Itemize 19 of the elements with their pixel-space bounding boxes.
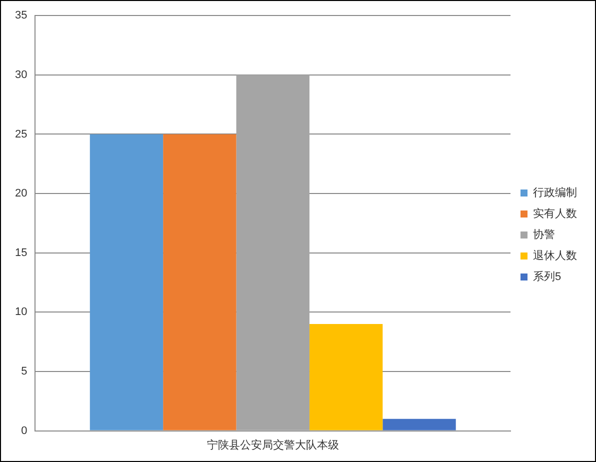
- y-tick-label: 20: [14, 188, 28, 200]
- bar: [236, 74, 310, 430]
- legend-label: 行政编制: [533, 186, 577, 200]
- y-tick-label: 25: [14, 128, 28, 140]
- legend-label: 实有人数: [533, 207, 577, 220]
- legend-label: 系列5: [533, 270, 562, 284]
- legend-label: 协警: [533, 228, 555, 242]
- bar: [90, 134, 164, 430]
- bar: [163, 134, 236, 430]
- y-tick-label: 35: [14, 10, 28, 22]
- y-tick-label: 5: [21, 366, 28, 378]
- bar: [382, 418, 456, 430]
- legend-label: 退休人数: [533, 249, 577, 262]
- y-tick-label: 0: [21, 424, 28, 437]
- bar: [309, 324, 383, 430]
- y-tick-label: 15: [14, 246, 28, 259]
- x-tick-label: 宁陕县公安局交警大队本级: [206, 438, 339, 452]
- y-tick-label: 30: [14, 68, 28, 81]
- y-tick-label: 10: [14, 306, 28, 318]
